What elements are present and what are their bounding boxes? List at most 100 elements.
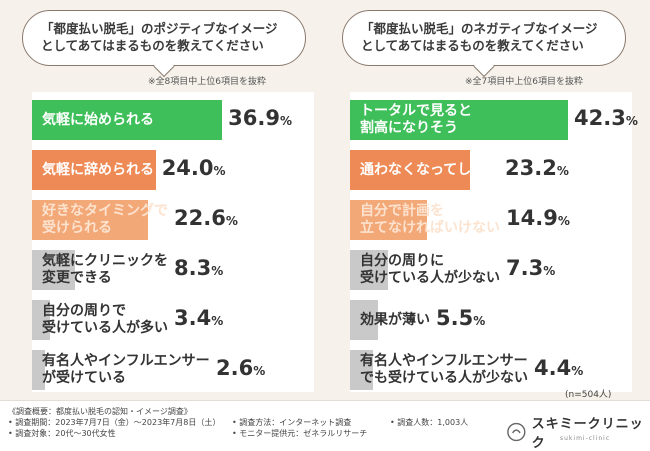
bar [350,100,568,140]
bar-label-line: トータルで見ると [360,103,472,119]
bar-value-label: 23.2% [505,156,569,180]
bar-value-label: 4.4% [534,356,583,380]
bar-value-number: 4.4 [534,356,572,380]
bar-value-label: 14.9% [506,206,570,230]
bar-value-unit: % [253,364,266,378]
bar-label-line: 有名人やインフルエンサー [360,353,528,369]
bar-label-line: 有名人やインフルエンサー [42,353,210,369]
bar-value-label: 8.3% [174,256,223,280]
bar-row: 自分で計画を 立てなければいけない 14.9% [350,200,632,240]
bar [350,350,373,390]
bar [350,150,470,190]
bar-value-unit: % [473,314,486,328]
bar-label-line: 受けている人が多い [42,320,168,336]
bar [350,300,379,340]
bar-label: 自分の周りで 受けている人が多い [42,300,168,340]
bar-row: 気軽に辞められる 24.0% [32,150,314,190]
bar [32,300,50,340]
bar-label: 気軽に始められる [42,100,154,140]
footer-line: • モニター提供元：ゼネラルリサーチ [232,429,368,438]
footer-survey-method: • 調査方法：インターネット調査 • モニター提供元：ゼネラルリサーチ [232,417,367,439]
bar-value-unit: % [211,314,224,328]
bar-label-line: 自分で計画を [360,203,444,219]
bar-value-unit: % [556,164,569,178]
bar-value-label: 5.5% [436,306,485,330]
right-question-line-2: としてあてはまるものを教えてください [361,38,584,53]
bar-value-unit: % [213,164,226,178]
bar-label: 有名人やインフルエンサー でも受けている人が少ない [360,350,528,390]
footer-line: • 調査人数：1,003人 [390,418,469,427]
bar-row: 有名人やインフルエンサー でも受けている人が少ない 4.4% [350,350,632,390]
bar-value-number: 3.4 [174,306,212,330]
positive-chart: 気軽に始められる 36.9% 気軽に辞められる 24.0% 好きなタイミングで 受けられる… [32,92,314,392]
bar-label-line: 受けている人が少ない [360,270,500,286]
bar-label: 気軽にクリニックを 変更できる [42,250,168,290]
bar-label: トータルで見ると 割高になりそう [360,100,472,140]
bar [32,350,46,390]
bar-value-label: 22.6% [174,206,238,230]
footer-survey-overview: 《調査概要：都度払い脱毛の認知・イメージ調査》 • 調査期間：2023年7月7日… [8,406,220,439]
clinic-logo-icon [507,422,526,442]
bar-row: 気軽に始められる 36.9% [32,100,314,140]
bar-label-line: 気軽にクリニックを [42,253,168,269]
bar-value-unit: % [225,214,238,228]
clinic-logo-text: スキミークリニック [531,417,644,451]
bar-row: トータルで見ると 割高になりそう 42.3% [350,100,638,140]
bar-row: 気軽にクリニックを 変更できる 8.3% [32,250,314,290]
bar-label: 気軽に辞められる [42,150,154,190]
bar-label: 好きなタイミングで 受けられる [42,200,168,240]
clinic-logo-subtext: sukimi-clinic [560,435,611,442]
footer-line: 《調査概要：都度払い脱毛の認知・イメージ調査》 [8,407,192,416]
left-question-bubble: 「都度払い脱毛」のポジティブなイメージ としてあてはまるものを教えてください [22,10,306,66]
bar-row: 好きなタイミングで 受けられる 22.6% [32,200,314,240]
bar [32,100,223,140]
bar-label-line: 受けられる [42,220,112,236]
bar [350,250,388,290]
bar-value-number: 23.2 [505,156,557,180]
bar-label-line: 好きなタイミングで [42,203,168,219]
bar-label-line: 通わなくなってしまう [360,161,500,178]
left-note: ※全8項目中上位6項目を抜粋 [148,77,266,87]
bar-value-number: 8.3 [174,256,212,280]
bar [32,250,75,290]
clinic-logo: スキミークリニック [506,413,650,451]
bar-value-label: 36.9% [228,106,292,130]
bar-value-number: 24.0 [161,156,214,180]
left-question-line-2: としてあてはまるものを教えてください [41,38,264,53]
right-note: ※全7項目中上位6項目を抜粋 [465,77,583,87]
bar-label-line: 割高になりそう [360,120,458,136]
bar-value-number: 5.5 [436,306,474,330]
bar-value-number: 14.9 [506,206,558,230]
bar-value-unit: % [625,114,638,128]
bar-row: 自分の周りに 受けている人が少ない 7.3% [350,250,632,290]
bar-row: 効果が薄い 5.5% [350,300,632,340]
bar-value-label: 7.3% [506,256,555,280]
right-question-bubble: 「都度払い脱毛」のネガティブなイメージ としてあてはまるものを教えてください [342,10,626,66]
bar [32,150,156,190]
bar-label: 効果が薄い [360,300,430,340]
bar-value-unit: % [571,364,584,378]
footer-survey-count: • 調査人数：1,003人 [390,417,468,428]
bar [32,200,149,240]
bar-label-line: 自分の周りで [42,303,126,319]
sample-size-note: (n=504人) [565,390,612,400]
bar-label-line: 変更できる [42,270,112,286]
bar-label-line: 効果が薄い [360,311,430,328]
bar-label: 自分で計画を 立てなければいけない [360,200,500,240]
bar-value-number: 42.3 [574,106,626,130]
bar-value-number: 7.3 [506,256,544,280]
left-question-line-1: 「都度払い脱毛」のポジティブなイメージ [41,21,278,36]
footer-line: • 調査方法：インターネット調査 [232,418,352,427]
bar-value-unit: % [211,264,224,278]
bar-label-line: 気軽に始められる [42,111,154,128]
bar-value-label: 3.4% [174,306,223,330]
bar-label: 通わなくなってしまう [360,150,499,190]
bar-row: 通わなくなってしまう 23.2% [350,150,632,190]
bar [350,200,427,240]
bar-label: 有名人やインフルエンサー が受けている [42,350,210,390]
bar-value-unit: % [543,264,556,278]
bar-label: 自分の周りに 受けている人が少ない [360,250,500,290]
footer-line: • 調査期間：2023年7月7日（金）〜2023年7月8日（土） [8,418,221,427]
bar-value-label: 24.0% [162,156,226,180]
footer-line: • 調査対象：20代〜30代女性 [8,429,116,438]
